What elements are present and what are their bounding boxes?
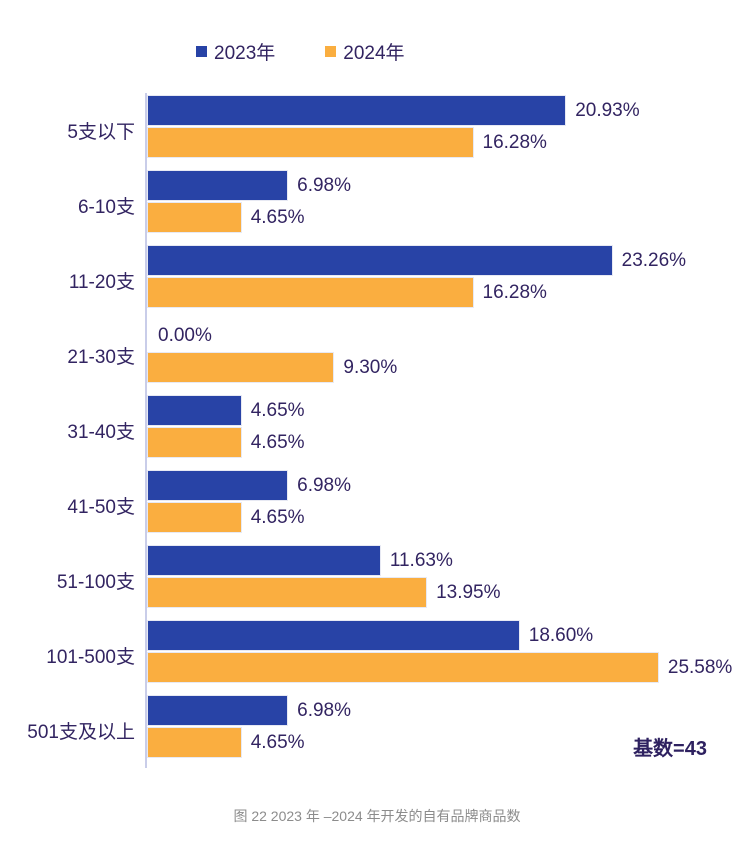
bar-2023 <box>148 696 288 725</box>
value-label-2023: 6.98% <box>297 699 351 721</box>
category-label: 5支以下 <box>67 122 135 143</box>
y-axis-line <box>145 93 147 768</box>
value-label-2023: 4.65% <box>250 399 305 421</box>
bar-2024 <box>148 653 658 682</box>
bar-line-2023: 18.60% <box>148 621 746 650</box>
bar-2023 <box>148 621 519 650</box>
value-label-2024: 4.65% <box>250 206 305 228</box>
legend-item-2024: 2024年 <box>325 38 405 65</box>
bar-group: 6.98% 4.65% <box>148 693 746 768</box>
bar-line-2024: 13.95% <box>148 578 746 607</box>
chart-row: 101-500支 18.60% 25.58% <box>0 618 746 693</box>
chart-row: 6-10支 6.98% 4.65% <box>0 168 746 243</box>
bar-chart-plot: 5支以下 20.93% 16.28% 6-10支 6.98% 4.65% <box>0 93 746 768</box>
value-label-2023: 23.26% <box>621 249 687 271</box>
chart-row: 11-20支 23.26% 16.28% <box>0 243 746 318</box>
bar-2023 <box>148 96 566 125</box>
value-label-2024: 13.95% <box>436 581 501 603</box>
bar-group: 6.98% 4.65% <box>148 468 746 543</box>
bar-line-2024: 9.30% <box>148 353 746 382</box>
chart-row: 501支及以上 6.98% 4.65% <box>0 693 746 768</box>
chart-row: 31-40支 4.65% 4.65% <box>0 393 746 468</box>
bar-line-2024: 4.65% <box>148 728 746 757</box>
bar-2024 <box>148 278 473 307</box>
category-label: 51-100支 <box>56 572 135 593</box>
bar-2024 <box>148 728 241 757</box>
value-label-2023: 0.00% <box>158 324 212 346</box>
bar-2024 <box>148 578 427 607</box>
chart-row: 41-50支 6.98% 4.65% <box>0 468 746 543</box>
bar-group: 0.00% 9.30% <box>148 318 746 393</box>
legend-swatch-2024-icon <box>325 46 337 57</box>
bar-line-2023: 6.98% <box>148 471 746 500</box>
chart-legend: 2023年 2024年 <box>196 38 405 65</box>
bar-line-2023: 0.00% <box>148 321 746 350</box>
bar-line-2023: 23.26% <box>148 246 746 275</box>
category-label: 21-30支 <box>67 347 135 368</box>
figure-caption: 图 22 2023 年 –2024 年开发的自有品牌商品数 <box>233 808 521 824</box>
bar-line-2023: 4.65% <box>148 396 746 425</box>
category-label: 11-20支 <box>68 272 135 293</box>
legend-item-2023: 2023年 <box>196 38 275 65</box>
bar-2023 <box>148 246 612 275</box>
category-label: 101-500支 <box>46 647 135 668</box>
bar-line-2024: 16.28% <box>148 278 746 307</box>
legend-label-2023: 2023年 <box>214 43 276 64</box>
bar-2023 <box>148 471 288 500</box>
bar-line-2024: 4.65% <box>148 428 746 457</box>
value-label-2023: 18.60% <box>528 624 594 646</box>
legend-swatch-2023-icon <box>196 46 207 57</box>
value-label-2024: 9.30% <box>343 356 398 378</box>
value-label-2023: 6.98% <box>297 474 351 496</box>
legend-label-2024: 2024年 <box>343 43 405 64</box>
bar-2024 <box>148 128 473 157</box>
bar-line-2024: 4.65% <box>148 203 746 232</box>
category-label: 6-10支 <box>77 197 135 218</box>
value-label-2024: 4.65% <box>250 506 305 528</box>
value-label-2024: 16.28% <box>482 131 547 153</box>
value-label-2024: 4.65% <box>250 731 305 753</box>
bar-2024 <box>148 428 241 457</box>
bar-line-2023: 6.98% <box>148 696 746 725</box>
value-label-2023: 20.93% <box>575 99 640 121</box>
bar-group: 18.60% 25.58% <box>148 618 746 693</box>
chart-rows-container: 5支以下 20.93% 16.28% 6-10支 6.98% 4.65% <box>0 93 746 768</box>
bar-line-2023: 6.98% <box>148 171 746 200</box>
bar-line-2023: 11.63% <box>148 546 746 575</box>
bar-group: 11.63% 13.95% <box>148 543 746 618</box>
bar-2023 <box>148 171 288 200</box>
bar-group: 23.26% 16.28% <box>148 243 746 318</box>
base-note: 基数=43 <box>633 738 707 760</box>
chart-row: 5支以下 20.93% 16.28% <box>0 93 746 168</box>
category-label: 501支及以上 <box>27 722 135 743</box>
bar-2023 <box>148 546 380 575</box>
bar-group: 6.98% 4.65% <box>148 168 746 243</box>
bar-2024 <box>148 353 334 382</box>
value-label-2024: 16.28% <box>482 281 547 303</box>
category-label: 31-40支 <box>67 422 135 443</box>
bar-2024 <box>148 503 241 532</box>
bar-line-2024: 25.58% <box>148 653 746 682</box>
bar-group: 20.93% 16.28% <box>148 93 746 168</box>
value-label-2023: 6.98% <box>297 174 351 196</box>
bar-group: 4.65% 4.65% <box>148 393 746 468</box>
chart-row: 21-30支 0.00% 9.30% <box>0 318 746 393</box>
category-label: 41-50支 <box>67 497 135 518</box>
chart-row: 51-100支 11.63% 13.95% <box>0 543 746 618</box>
bar-line-2024: 16.28% <box>148 128 746 157</box>
value-label-2023: 11.63% <box>389 549 453 571</box>
value-label-2024: 25.58% <box>667 656 733 678</box>
value-label-2024: 4.65% <box>250 431 305 453</box>
bar-line-2023: 20.93% <box>148 96 746 125</box>
bar-2023 <box>148 396 241 425</box>
bar-line-2024: 4.65% <box>148 503 746 532</box>
bar-2024 <box>148 203 241 232</box>
